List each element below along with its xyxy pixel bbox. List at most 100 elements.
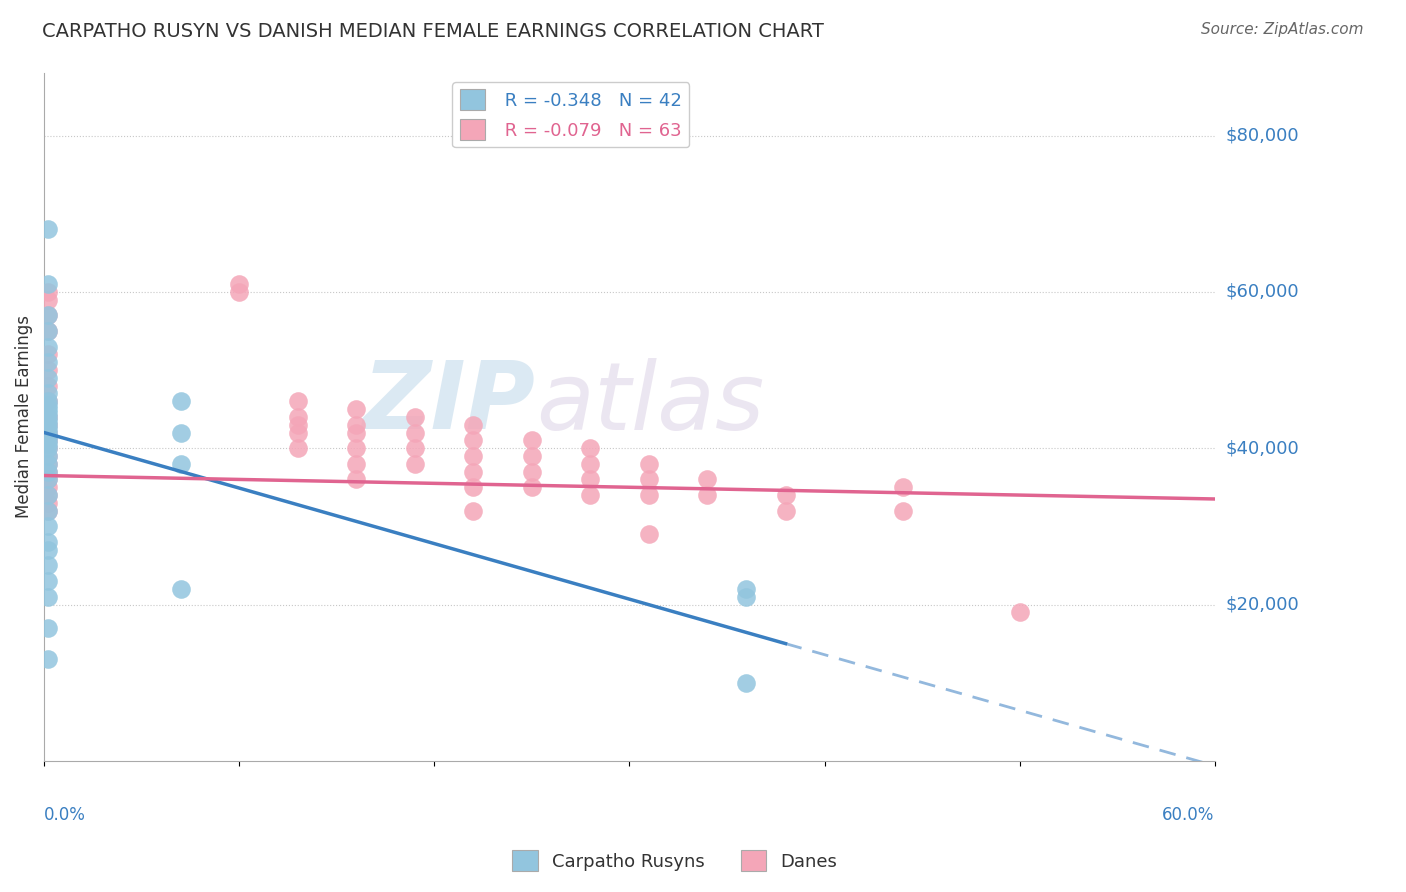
Text: $80,000: $80,000 — [1226, 127, 1299, 145]
Point — [37, 386, 59, 401]
Point — [696, 472, 718, 486]
Point — [638, 472, 661, 486]
Point — [37, 324, 59, 338]
Text: 60.0%: 60.0% — [1163, 805, 1215, 823]
Point — [228, 285, 250, 299]
Point — [37, 441, 59, 455]
Point — [638, 527, 661, 541]
Text: $60,000: $60,000 — [1226, 283, 1299, 301]
Point — [37, 504, 59, 518]
Point — [344, 457, 367, 471]
Point — [37, 457, 59, 471]
Text: atlas: atlas — [536, 358, 763, 449]
Point — [37, 488, 59, 502]
Point — [37, 542, 59, 557]
Point — [891, 480, 914, 494]
Point — [344, 425, 367, 440]
Point — [37, 519, 59, 533]
Point — [37, 371, 59, 385]
Point — [37, 222, 59, 236]
Point — [37, 378, 59, 392]
Point — [37, 414, 59, 428]
Point — [520, 480, 543, 494]
Point — [463, 480, 485, 494]
Point — [735, 590, 758, 604]
Point — [37, 472, 59, 486]
Text: ZIP: ZIP — [363, 357, 536, 450]
Legend:  R = -0.348   N = 42,  R = -0.079   N = 63: R = -0.348 N = 42, R = -0.079 N = 63 — [453, 82, 689, 147]
Point — [37, 363, 59, 377]
Point — [37, 441, 59, 455]
Point — [170, 582, 193, 596]
Point — [37, 434, 59, 448]
Point — [37, 293, 59, 307]
Point — [37, 434, 59, 448]
Point — [37, 308, 59, 322]
Point — [37, 590, 59, 604]
Point — [287, 417, 309, 432]
Point — [579, 472, 602, 486]
Point — [891, 504, 914, 518]
Point — [287, 409, 309, 424]
Point — [170, 394, 193, 409]
Point — [37, 535, 59, 549]
Point — [37, 465, 59, 479]
Point — [344, 441, 367, 455]
Point — [37, 488, 59, 502]
Point — [735, 675, 758, 690]
Point — [37, 425, 59, 440]
Point — [37, 394, 59, 409]
Point — [37, 324, 59, 338]
Point — [735, 582, 758, 596]
Point — [404, 425, 426, 440]
Point — [579, 457, 602, 471]
Point — [37, 285, 59, 299]
Point — [37, 449, 59, 463]
Point — [37, 558, 59, 573]
Point — [37, 574, 59, 588]
Point — [37, 465, 59, 479]
Point — [579, 441, 602, 455]
Point — [37, 417, 59, 432]
Legend: Carpatho Rusyns, Danes: Carpatho Rusyns, Danes — [505, 843, 845, 879]
Text: Source: ZipAtlas.com: Source: ZipAtlas.com — [1201, 22, 1364, 37]
Point — [37, 480, 59, 494]
Point — [463, 434, 485, 448]
Point — [37, 472, 59, 486]
Point — [463, 449, 485, 463]
Point — [463, 417, 485, 432]
Point — [37, 429, 59, 443]
Text: $20,000: $20,000 — [1226, 596, 1299, 614]
Point — [404, 457, 426, 471]
Point — [344, 417, 367, 432]
Point — [520, 465, 543, 479]
Point — [37, 347, 59, 361]
Point — [37, 409, 59, 424]
Point — [37, 621, 59, 635]
Point — [463, 465, 485, 479]
Point — [775, 504, 797, 518]
Text: 0.0%: 0.0% — [44, 805, 86, 823]
Point — [37, 437, 59, 451]
Point — [37, 652, 59, 666]
Point — [638, 488, 661, 502]
Point — [775, 488, 797, 502]
Point — [170, 457, 193, 471]
Point — [520, 434, 543, 448]
Point — [37, 340, 59, 354]
Point — [463, 504, 485, 518]
Point — [404, 409, 426, 424]
Point — [37, 422, 59, 436]
Point — [404, 441, 426, 455]
Point — [696, 488, 718, 502]
Point — [638, 457, 661, 471]
Point — [344, 402, 367, 417]
Point — [170, 425, 193, 440]
Text: CARPATHO RUSYN VS DANISH MEDIAN FEMALE EARNINGS CORRELATION CHART: CARPATHO RUSYN VS DANISH MEDIAN FEMALE E… — [42, 22, 824, 41]
Point — [37, 496, 59, 510]
Point — [37, 449, 59, 463]
Point — [37, 394, 59, 409]
Point — [37, 398, 59, 412]
Point — [37, 425, 59, 440]
Point — [37, 355, 59, 369]
